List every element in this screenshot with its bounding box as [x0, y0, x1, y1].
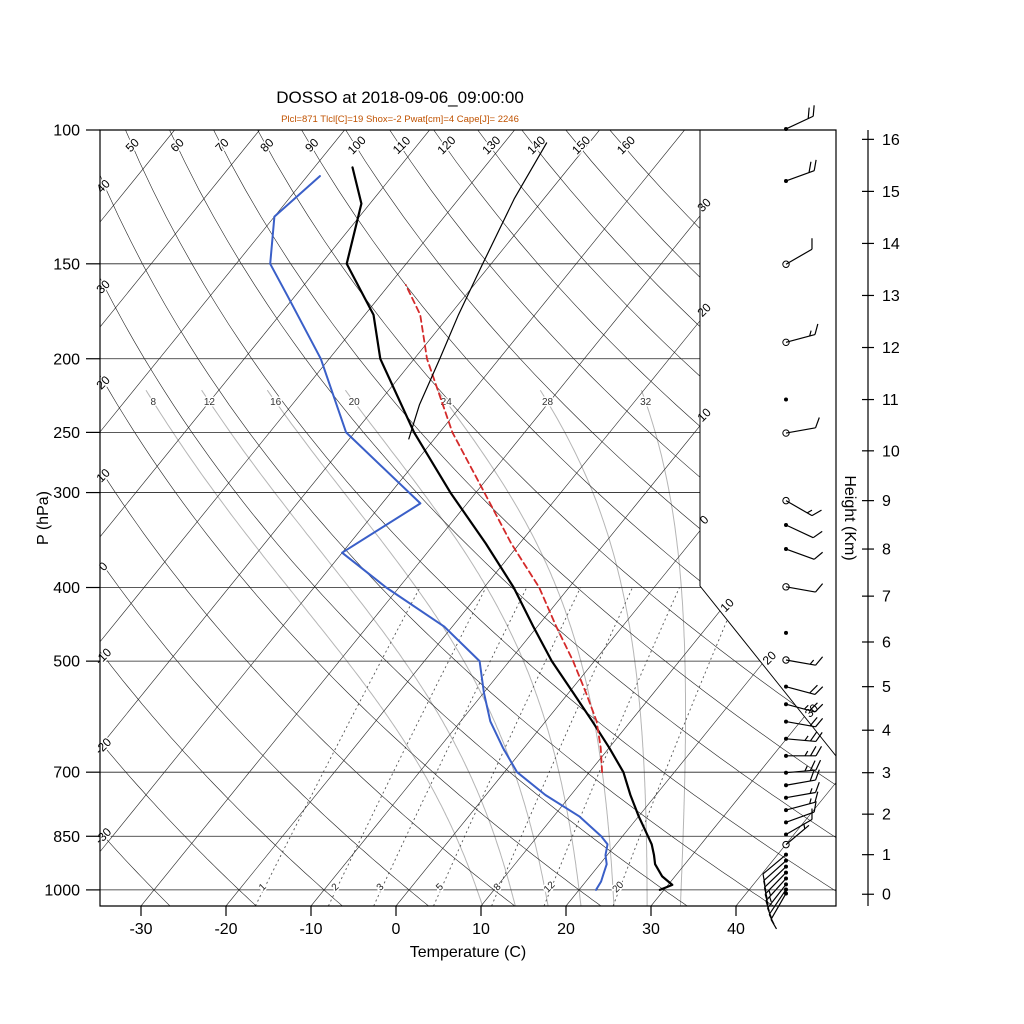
plot-boundary [99, 129, 837, 907]
svg-text:30: 30 [93, 277, 113, 297]
svg-text:-10: -10 [92, 645, 114, 667]
svg-text:10: 10 [882, 443, 900, 460]
svg-text:8: 8 [882, 542, 891, 559]
svg-text:500: 500 [53, 654, 80, 671]
skewt-grid [100, 130, 836, 906]
svg-text:15: 15 [882, 184, 900, 201]
svg-text:3: 3 [882, 765, 891, 782]
pressure-axis-label: P (hPa) [35, 491, 52, 545]
svg-text:10: 10 [694, 405, 714, 425]
svg-text:-20: -20 [92, 735, 114, 757]
svg-text:0: 0 [96, 559, 111, 574]
height-axis-label: Height (Km) [841, 475, 858, 561]
svg-text:32: 32 [640, 397, 652, 408]
svg-text:2: 2 [882, 807, 891, 824]
svg-text:6: 6 [882, 634, 891, 651]
svg-text:8: 8 [151, 397, 157, 408]
svg-text:4: 4 [882, 723, 891, 740]
svg-text:7: 7 [882, 589, 891, 606]
svg-text:10: 10 [93, 466, 113, 486]
svg-text:3: 3 [375, 881, 387, 893]
svg-text:14: 14 [882, 236, 900, 253]
svg-text:12: 12 [882, 340, 900, 357]
stats-line: Plcl=871 Tlcl[C]=19 Shox=-2 Pwat[cm]=4 C… [281, 114, 519, 125]
svg-text:20: 20 [557, 921, 575, 938]
svg-text:40: 40 [727, 921, 745, 938]
svg-text:20: 20 [93, 373, 113, 393]
svg-text:1: 1 [882, 847, 891, 864]
svg-text:-20: -20 [214, 921, 237, 938]
dewpoint-curve [269, 175, 609, 891]
svg-text:150: 150 [53, 256, 80, 273]
svg-text:0: 0 [392, 921, 401, 938]
svg-text:250: 250 [53, 425, 80, 442]
pressure-axis: 100 150 200 250 300 400 500 700 850 1000 [44, 123, 100, 899]
svg-text:200: 200 [53, 351, 80, 368]
svg-text:70: 70 [212, 135, 232, 155]
temperature-curve [345, 166, 674, 891]
temperature-axis: -30 -20 -10 0 10 20 30 40 [129, 906, 745, 938]
wind-barbs-column [762, 105, 824, 930]
svg-text:12: 12 [204, 397, 216, 408]
svg-text:50: 50 [123, 135, 143, 155]
svg-text:10: 10 [472, 921, 490, 938]
svg-text:9: 9 [882, 493, 891, 510]
svg-text:110: 110 [390, 133, 414, 157]
svg-text:160: 160 [614, 133, 638, 157]
svg-text:0: 0 [697, 512, 712, 527]
svg-text:20: 20 [349, 397, 361, 408]
skewt-grid-labels: 8 12 16 20 24 28 321 2 3 5 8 12 203020100102030-30-2… [91, 131, 822, 896]
svg-text:700: 700 [53, 765, 80, 782]
svg-text:60: 60 [168, 135, 188, 155]
svg-text:8: 8 [492, 881, 504, 893]
svg-text:400: 400 [53, 580, 80, 597]
svg-text:16: 16 [270, 397, 282, 408]
svg-text:12: 12 [542, 879, 558, 895]
svg-text:30: 30 [694, 195, 714, 215]
parcel-curve [405, 284, 603, 774]
svg-text:850: 850 [53, 829, 80, 846]
svg-text:1000: 1000 [44, 882, 80, 899]
svg-text:11: 11 [882, 392, 899, 409]
svg-text:16: 16 [882, 132, 900, 149]
svg-text:5: 5 [882, 679, 891, 696]
svg-text:80: 80 [257, 135, 277, 155]
svg-text:150: 150 [569, 133, 593, 157]
svg-text:-10: -10 [299, 921, 322, 938]
temperature-axis-label: Temperature (C) [409, 944, 527, 961]
svg-text:100: 100 [53, 123, 80, 140]
svg-text:90: 90 [302, 135, 322, 155]
auxiliary-curve [408, 142, 548, 440]
svg-text:-30: -30 [129, 921, 152, 938]
svg-text:30: 30 [642, 921, 660, 938]
svg-text:20: 20 [694, 300, 714, 320]
svg-text:100: 100 [345, 133, 369, 157]
svg-text:0: 0 [882, 887, 891, 904]
svg-text:2: 2 [330, 881, 342, 893]
svg-text:28: 28 [542, 397, 554, 408]
svg-text:300: 300 [53, 485, 80, 502]
plot-title: DOSSO at 2018-09-06_09:00:00 [276, 88, 524, 107]
svg-text:40: 40 [93, 176, 113, 196]
svg-text:13: 13 [882, 288, 900, 305]
svg-text:5: 5 [434, 881, 446, 893]
